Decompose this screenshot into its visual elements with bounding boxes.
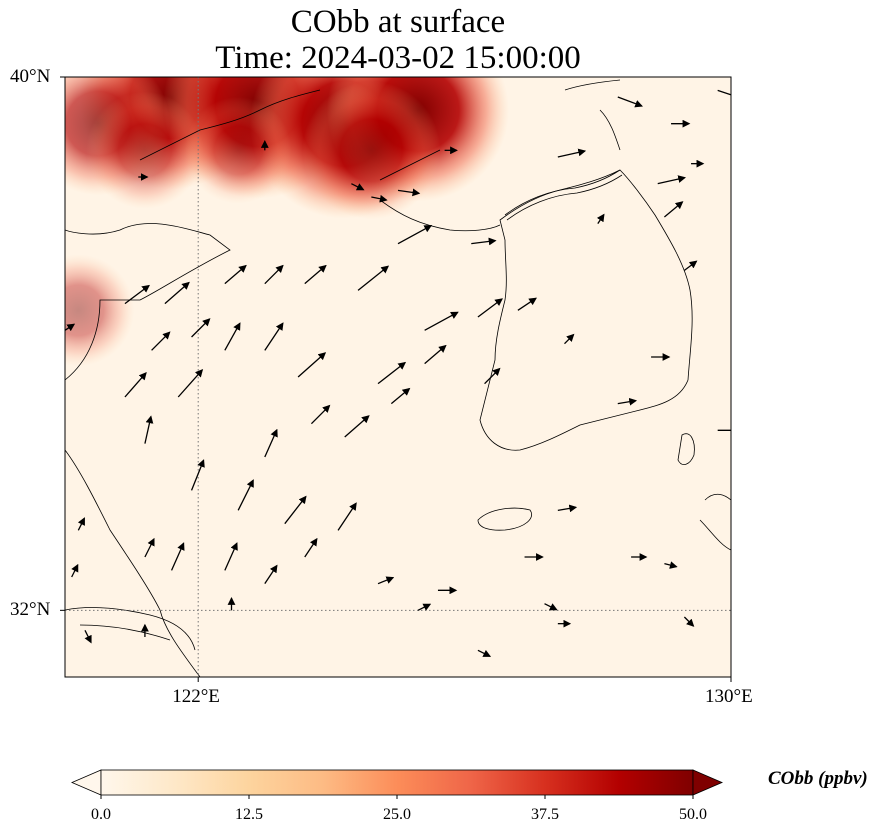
wind-vector [264,428,278,458]
plume-blob [184,96,292,204]
coastline-liaodong [139,89,321,161]
wind-vector [564,333,575,345]
coastline-north-korea-east [564,79,621,151]
wind-vector [377,361,407,385]
xtick-label: 130°E [705,686,753,707]
wind-vector [371,194,388,203]
wind-vector [344,415,370,438]
wind-vector [304,537,318,558]
wind-vector [337,502,357,531]
wind-vector [65,323,76,332]
wind-vector [237,479,254,511]
wind-vector [144,537,155,558]
map-title: CObb at surface [290,4,506,40]
wind-vector [683,260,698,271]
wind-vector [417,603,432,611]
tick-marks [60,76,732,682]
wind-vector [224,264,247,285]
map-time-subtitle: Time: 2024-03-02 15:00:00 [215,40,581,76]
wind-vector [377,576,395,585]
wind-vector [310,404,331,425]
wind-vector [170,542,185,571]
field-layer [65,77,510,367]
wind-vector [224,322,241,351]
wind-vector [477,298,503,318]
wind-vectors [65,89,731,657]
wind-vector [517,297,537,311]
colorbar-ticks [100,795,694,799]
wind-vector [191,318,211,338]
wind-vector [390,387,411,405]
wind-vector [190,459,205,491]
wind-vector [151,331,171,351]
wind-vector [397,225,433,245]
coastline-china-south [65,449,201,677]
wind-vector [84,630,92,644]
colorbar-extend-max [692,769,724,796]
border-dmz [504,169,623,221]
island-tsushima [677,433,695,465]
colorbar-tick-label: 0.0 [91,806,111,823]
colorbar-tick-label: 37.5 [531,806,559,823]
wind-vector [557,504,578,513]
map-frame [64,76,732,678]
xtick-label: 122°E [172,686,220,707]
colorbar-tick-label: 50.0 [679,806,707,823]
wind-vector [484,367,501,385]
wind-vector [477,649,492,657]
wind-vector [144,415,154,444]
island-jeju [477,507,532,531]
colorbar-tick-label: 25.0 [383,806,411,823]
wind-vector [264,564,278,585]
wind-vector [124,372,147,398]
coastline-kyushu [699,493,731,551]
coastline-bohai-north [379,149,501,232]
colorbar-label: CObb (ppbv) [768,768,868,789]
wind-vector [557,148,587,158]
plume-blob [302,81,441,220]
wind-vector [304,264,327,285]
wind-vector [663,201,684,218]
wind-vector [717,89,731,96]
wind-vector [617,96,643,108]
wind-vector [664,561,678,569]
wind-vector [424,344,447,365]
colorbar-body [100,769,694,796]
ytick-label: 32°N [10,599,51,621]
wind-vector [424,311,459,331]
wind-vector [284,495,307,525]
colorbar-extend-min [70,769,102,796]
coastline-korea [479,169,693,451]
coastline-layer [65,79,731,677]
wind-vector [471,237,497,246]
coastline-china [65,223,231,381]
wind-vector [683,616,695,627]
wind-vector [77,517,85,531]
wind-vector [224,542,238,571]
wind-vector [397,188,421,197]
wind-vector [351,183,365,191]
wind-vector [124,284,150,305]
wind-vector [264,322,284,351]
ytick-label: 40°N [10,66,51,87]
wind-vector [617,397,638,406]
wind-vector [297,352,327,378]
wind-vector [544,603,558,611]
wind-vector [357,265,390,291]
plume-blob [86,91,204,209]
wind-vector [264,264,284,285]
wind-vector [177,369,204,398]
wind-vector [164,281,190,305]
colorbar-tick-label: 12.5 [235,806,263,823]
wind-vector [71,563,79,578]
coastline-yangtze [65,607,196,651]
wind-vector [657,175,687,185]
wind-vector [596,213,605,225]
